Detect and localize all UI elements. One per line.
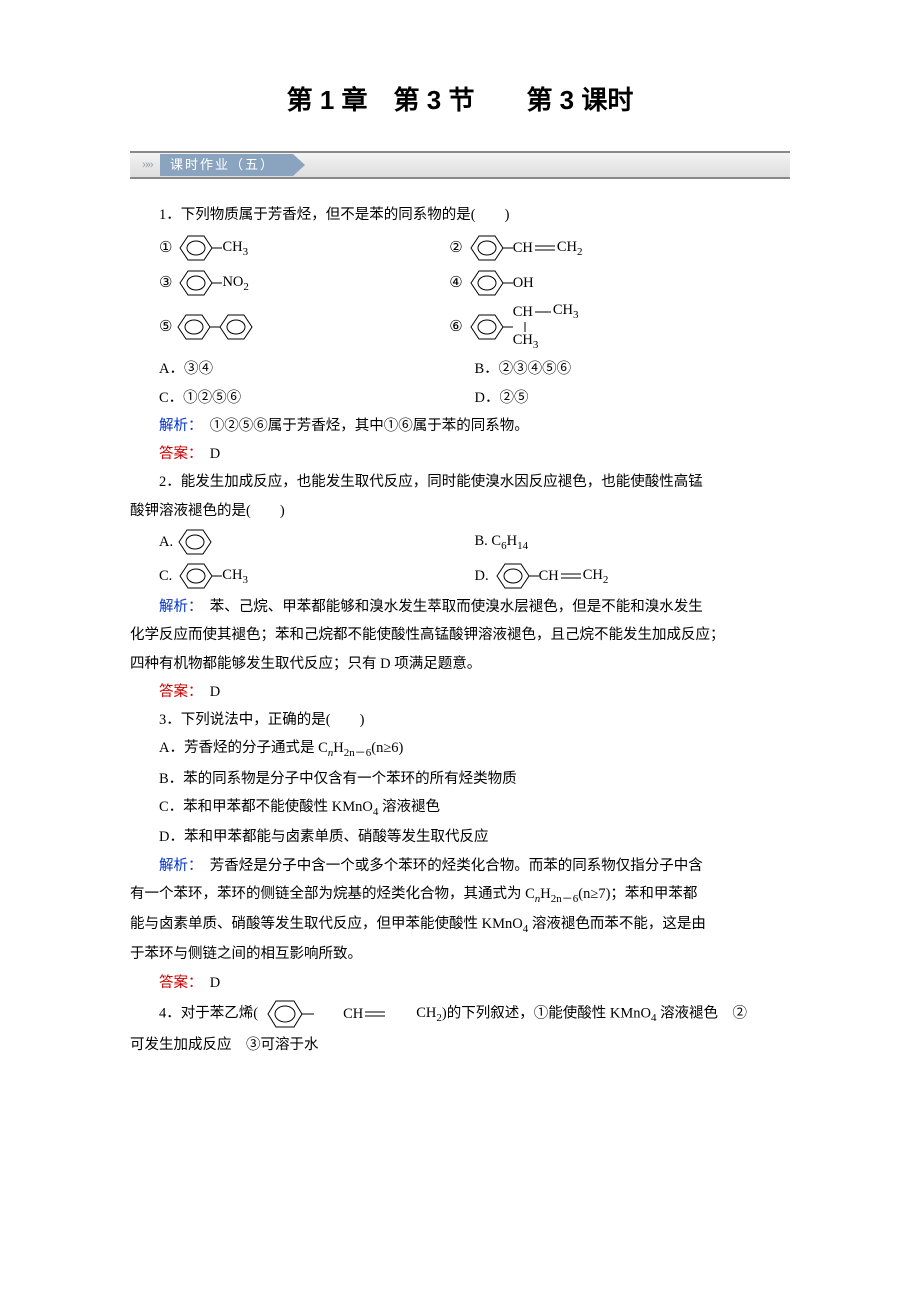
q1-num6: ⑥ (449, 313, 462, 342)
q4-line2: 可发生加成反应 ③可溶于水 (130, 1031, 790, 1059)
q2-stem-l1: 2．能发生加成反应，也能发生取代反应，同时能使溴水因反应褪色，也能使酸性高锰 (130, 468, 790, 496)
q2-row2: C. CH3 D. CH CH2 (159, 559, 790, 593)
q1-row1: ① CH3 ② CH CH2 (159, 232, 790, 264)
biphenyl-icon (172, 312, 262, 342)
q2-row1: A. B. C6H14 (159, 525, 790, 559)
q3-optB: B．苯的同系物是分子中仅含有一个苯环的所有烃类物质 (130, 765, 790, 793)
q1-optB: B．②③④⑤⑥ (475, 355, 791, 383)
q1-options-row1: A．③④ B．②③④⑤⑥ (159, 355, 790, 383)
benzene-icon (258, 997, 314, 1031)
q1-optD: D．②⑤ (475, 384, 791, 412)
q3-optD: D．苯和甲苯都能与卤素单质、硝酸等发生取代反应 (130, 823, 790, 851)
benzene-icon (463, 268, 513, 298)
q3-analysis-l2: 有一个苯环，苯环的侧链全部为烷基的烃类化合物，其通式为 CnH2n－6(n≥7)… (130, 880, 790, 910)
q1-analysis: 解析： ①②⑤⑥属于芳香烃，其中①⑥属于苯的同系物。 (130, 412, 790, 440)
double-bond-icon (533, 243, 557, 253)
bond-icon (533, 309, 553, 315)
q3-answer: 答案： D (130, 969, 790, 997)
q3-analysis-l1: 解析： 芳香烃是分子中含一个或多个苯环的烃类化合物。而苯的同系物仅指分子中含 (130, 852, 790, 880)
q3-optC: C．苯和甲苯都不能使酸性 KMnO4 溶液褪色 (130, 793, 790, 823)
q1-oh: OH (513, 269, 534, 297)
q1-no2: NO2 (222, 268, 248, 298)
q1-row3: ⑤ ⑥ CH CH3 CH3 (159, 302, 790, 352)
q2-analysis-l1: 解析： 苯、己烷、甲苯都能够和溴水发生萃取而使溴水层褪色，但是不能和溴水发生 (130, 593, 790, 621)
q2-A-label: A. (159, 528, 173, 556)
q3-analysis-l4: 于苯环与侧链之间的相互影响所致。 (130, 940, 790, 968)
q1-num3: ③ (159, 269, 172, 298)
benzene-icon (172, 561, 222, 591)
q1-isopropyl-ch: CH (513, 304, 533, 321)
q3-stem: 3．下列说法中，正确的是( ) (130, 706, 790, 734)
double-bond-icon (559, 571, 583, 581)
q2-stem-l2: 酸钾溶液褪色的是( ) (130, 497, 790, 525)
q1-row2: ③ NO2 ④ OH (159, 267, 790, 299)
q2-analysis-l3: 四种有机物都能够发生取代反应；只有 D 项满足题意。 (130, 650, 790, 678)
benzene-icon (463, 312, 513, 342)
q1-stem: 1．下列物质属于芳香烃，但不是苯的同系物的是( ) (130, 201, 790, 229)
q1-answer: 答案： D (130, 440, 790, 468)
double-bond-icon (363, 1009, 387, 1019)
q1-num1: ① (159, 234, 172, 263)
benzene-icon (172, 268, 222, 298)
q1-options-row2: C．①②⑤⑥ D．②⑤ (159, 384, 790, 412)
q1-num5: ⑤ (159, 313, 172, 342)
benzene-icon (172, 233, 222, 263)
vbond-icon (519, 322, 539, 332)
q2-answer: 答案： D (130, 678, 790, 706)
q1-optA: A．③④ (159, 355, 475, 383)
banner-chevron-icon: »» (130, 157, 160, 173)
q2-B: B. C6H14 (475, 527, 529, 557)
q2-analysis-l2: 化学反应而使其褪色；苯和己烷都不能使酸性高锰酸钾溶液褪色，且己烷不能发生加成反应… (130, 621, 790, 649)
q2-D-label: D. (475, 562, 489, 590)
q1-styrene: CH (513, 234, 533, 262)
q3-analysis-l3: 能与卤素单质、硝酸等发生取代反应，但甲苯能使酸性 KMnO4 溶液褪色而苯不能，… (130, 910, 790, 940)
q4-line1: 4．对于苯乙烯( CH CH2 )的下列叙述，①能使酸性 KMnO4 溶液褪色 … (130, 997, 790, 1031)
q2-C-label: C. (159, 562, 172, 590)
benzene-icon (489, 561, 539, 591)
benzene-icon (173, 527, 217, 557)
benzene-icon (463, 233, 513, 263)
banner-label: 课时作业（五） (160, 154, 293, 176)
assignment-banner: »» 课时作业（五） (130, 151, 790, 179)
page-title: 第 1 章 第 3 节 第 3 课时 (130, 80, 790, 117)
q1-optC: C．①②⑤⑥ (159, 384, 475, 412)
q1-ch3-1: CH3 (222, 233, 248, 263)
q2-C-text: CH3 (222, 561, 248, 591)
q3-optA: A．芳香烃的分子通式是 CnH2n－6(n≥6) (130, 734, 790, 764)
q1-num2: ② (449, 234, 462, 263)
q1-num4: ④ (449, 269, 462, 298)
